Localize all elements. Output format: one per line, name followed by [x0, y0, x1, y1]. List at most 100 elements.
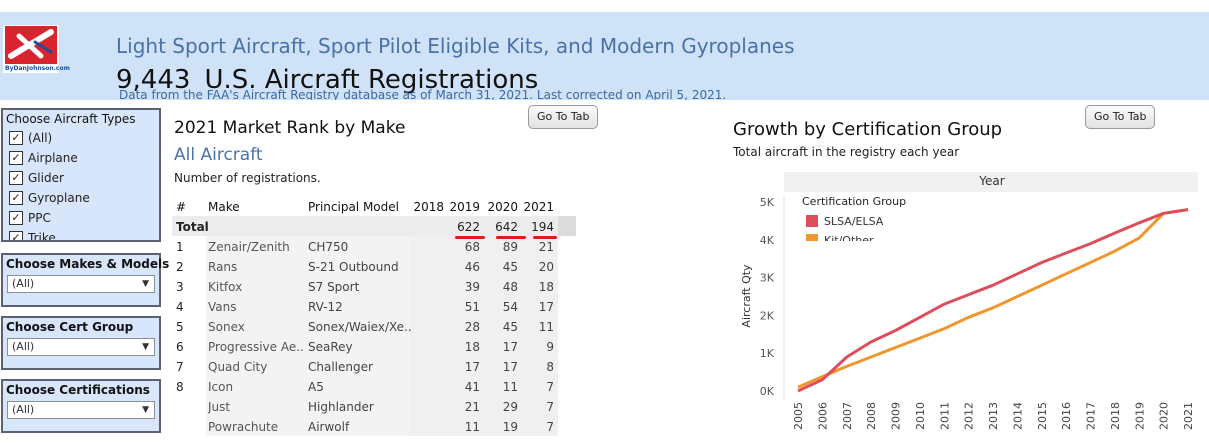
model-column-shade — [302, 236, 410, 436]
checkbox-label: Airplane — [28, 151, 78, 165]
cert-group-title: Choose Cert Group — [6, 320, 134, 334]
cell-2019: 21 — [464, 400, 480, 414]
series-lines — [797, 208, 1189, 393]
cell-2021: 11 — [538, 320, 554, 334]
growth-chart-title: Growth by Certification Group — [733, 119, 1003, 140]
y-tick-label: 0K — [760, 385, 775, 398]
checkbox-row-all[interactable]: ✓ (All) — [3, 128, 159, 148]
series-line-kit-other[interactable] — [797, 208, 1189, 389]
table-row[interactable]: 3 Kitfox S7 Sport 39 48 18 — [172, 277, 576, 297]
checkbox-row-airplane[interactable]: ✓ Airplane — [3, 148, 159, 168]
cell-rank: 2 — [176, 260, 184, 274]
cell-model: S7 Sport — [308, 280, 360, 294]
cell-make: Just — [208, 400, 231, 414]
cell-2021: 7 — [546, 400, 554, 414]
total-row-shade — [172, 216, 576, 236]
cell-make: Icon — [208, 380, 234, 394]
cell-model: S-21 Outbound — [308, 260, 399, 274]
cell-2021: 8 — [546, 360, 554, 374]
cell-2021: 7 — [546, 380, 554, 394]
header-2020[interactable]: 2020 — [487, 200, 518, 214]
header-2019[interactable]: 2019 — [449, 200, 480, 214]
legend-swatch[interactable] — [806, 215, 818, 227]
cell-2019: 28 — [464, 320, 480, 334]
makes-models-filter: Choose Makes & Models (All) ▼ — [1, 253, 170, 307]
cell-2020: 45 — [502, 320, 518, 334]
cell-rank: 5 — [176, 320, 184, 334]
x-tick-label: 2011 — [938, 402, 951, 430]
certifications-filter: Choose Certifications (All) ▼ — [1, 379, 161, 433]
checkbox-row-glider[interactable]: ✓ Glider — [3, 168, 159, 188]
years-column-shade — [410, 216, 558, 436]
table-row[interactable]: 6 Progressive Ae.. SeaRey 18 17 9 — [172, 337, 576, 357]
table-row[interactable]: 1 Zenair/Zenith CH750 68 89 21 — [172, 237, 576, 257]
logo-caption: ByDanJohnson.com — [5, 65, 70, 72]
header-make[interactable]: Make — [208, 200, 240, 214]
table-row[interactable]: 2 Rans S-21 Outbound 46 45 20 — [172, 257, 576, 277]
logo[interactable]: ByDanJohnson.com — [3, 25, 70, 73]
x-tick-label: 2014 — [1011, 402, 1024, 430]
cell-model: SeaRey — [308, 340, 353, 354]
table-row[interactable]: Powrachute Airwolf 11 19 7 — [172, 417, 576, 437]
checkbox-checked-icon[interactable]: ✓ — [9, 191, 23, 205]
certifications-title: Choose Certifications — [6, 383, 150, 397]
checkbox-checked-icon[interactable]: ✓ — [9, 211, 23, 225]
y-tick-labels: 0K 1K 2K 3K 4K 5K — [760, 196, 775, 398]
page-title-text: U.S. Aircraft Registrations — [204, 65, 539, 95]
header-2021[interactable]: 2021 — [523, 200, 554, 214]
certifications-dropdown[interactable]: (All) ▼ — [7, 401, 155, 419]
cert-group-filter: Choose Cert Group (All) ▼ — [1, 316, 161, 370]
dropdown-arrow-icon: ▼ — [142, 405, 149, 415]
table-total-row[interactable]: Total 622 642 194 — [172, 217, 576, 237]
checkbox-checked-icon[interactable]: ✓ — [9, 151, 23, 165]
legend-label[interactable]: SLSA/ELSA — [824, 215, 884, 228]
checkbox-label: (All) — [28, 131, 53, 145]
cell-model: CH750 — [308, 240, 349, 254]
cell-model: Highlander — [308, 400, 374, 414]
table-row[interactable]: 7 Quad City Challenger 17 17 8 — [172, 357, 576, 377]
cell-2021: 9 — [546, 340, 554, 354]
series-line-slsa-elsa[interactable] — [797, 208, 1189, 393]
checkbox-checked-icon[interactable]: ✓ — [9, 231, 23, 240]
dropdown-value: (All) — [12, 277, 35, 290]
cell-2020: 11 — [502, 380, 518, 394]
makes-models-title: Choose Makes & Models — [6, 257, 170, 271]
cell-2020: 45 — [502, 260, 518, 274]
market-rank-table: # Make Principal Model 2018 2019 2020 20… — [172, 197, 576, 437]
y-tick-label: 1K — [760, 347, 775, 360]
checkbox-row-trike[interactable]: ✓ Trike — [3, 228, 159, 240]
checkbox-row-ppc[interactable]: ✓ PPC — [3, 208, 159, 228]
makes-models-dropdown[interactable]: (All) ▼ — [7, 275, 155, 293]
table-row[interactable]: 8 Icon A5 41 11 7 — [172, 377, 576, 397]
annotation-underline-2019 — [455, 236, 485, 239]
x-tick-label: 2012 — [963, 402, 976, 430]
cert-group-dropdown[interactable]: (All) ▼ — [7, 338, 155, 356]
cell-make: Quad City — [208, 360, 268, 374]
go-to-tab-button-growth[interactable]: Go To Tab — [1085, 105, 1156, 129]
y-tick-label: 5K — [760, 196, 775, 209]
x-tick-label: 2007 — [841, 402, 854, 430]
header-model[interactable]: Principal Model — [308, 200, 399, 214]
table-row[interactable]: 5 Sonex Sonex/Waiex/Xe.. 28 45 11 — [172, 317, 576, 337]
checkbox-checked-icon[interactable]: ✓ — [9, 131, 23, 145]
table-row[interactable]: 4 Vans RV-12 51 54 17 — [172, 297, 576, 317]
cell-make: Progressive Ae.. — [208, 340, 304, 354]
cell-2021: 17 — [538, 300, 554, 314]
table-scrollbar[interactable] — [558, 216, 576, 236]
table-row[interactable]: Just Highlander 21 29 7 — [172, 397, 576, 417]
cell-2020: 17 — [502, 360, 518, 374]
page-title: 9,443 U.S. Aircraft Registrations — [116, 65, 538, 95]
go-to-tab-button-market-rank[interactable]: Go To Tab — [528, 105, 599, 129]
header-2018[interactable]: 2018 — [413, 200, 444, 214]
cell-2021: 7 — [546, 420, 554, 434]
cell-2019: 46 — [464, 260, 480, 274]
cell-2020: 89 — [502, 240, 518, 254]
cell-rank: 1 — [176, 240, 184, 254]
x-tick-label: 2019 — [1133, 402, 1146, 430]
checkbox-checked-icon[interactable]: ✓ — [9, 171, 23, 185]
legend-scroll-mask — [794, 241, 918, 253]
checkbox-row-gyroplane[interactable]: ✓ Gyroplane — [3, 188, 159, 208]
